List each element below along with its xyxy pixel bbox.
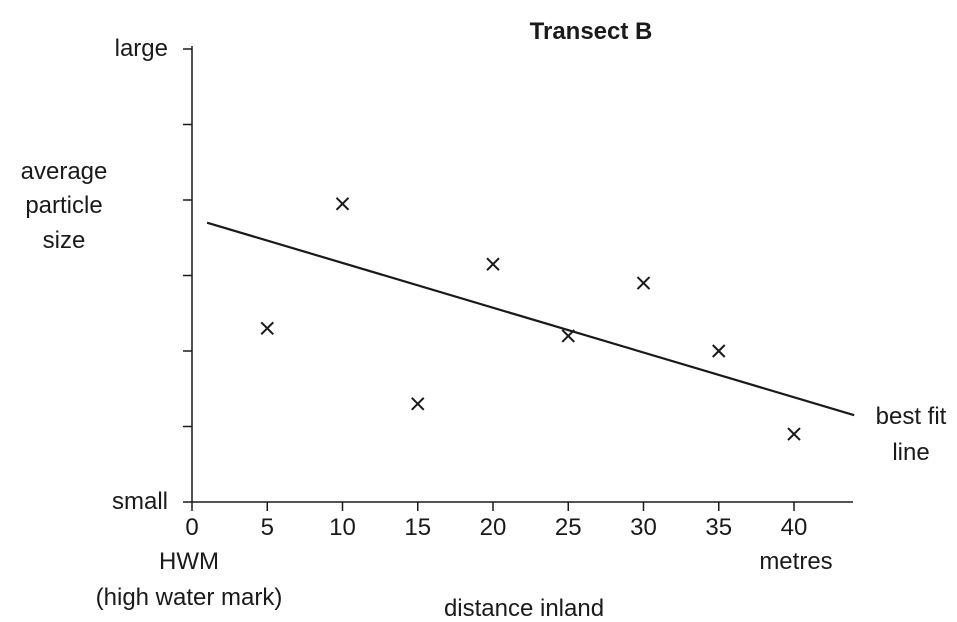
data-points: [260, 197, 801, 441]
data-point-stroke: [260, 321, 274, 336]
x-tick-label: 5: [261, 514, 274, 541]
chart-title: Transect B: [530, 18, 653, 45]
data-point: [260, 321, 274, 336]
x-origin-label-line-1: HWM: [159, 548, 219, 575]
data-point-stroke: [335, 197, 350, 211]
x-unit-label: metres: [759, 548, 832, 575]
x-tick-label: 35: [705, 514, 732, 541]
data-point: [486, 257, 500, 271]
data-point: [561, 329, 575, 343]
x-tick-label: 40: [781, 514, 808, 541]
y-axis-label-line-3: size: [43, 227, 86, 254]
x-axis-label: distance inland: [444, 595, 604, 622]
best-fit-label-line-2: line: [892, 439, 929, 466]
x-tick-label: 20: [480, 514, 507, 541]
data-point: [636, 276, 651, 290]
data-point-stroke: [712, 344, 726, 358]
data-point: [411, 397, 425, 411]
best-fit-line-group: [206, 221, 855, 417]
x-origin-label-line-2: (high water mark): [96, 584, 283, 611]
best-fit-label-line-1: best fit: [876, 403, 947, 430]
y-axis-label-line-1: average: [21, 158, 108, 185]
data-point: [712, 344, 726, 358]
axes: [191, 46, 853, 503]
data-point-stroke: [486, 257, 500, 271]
data-point-stroke: [561, 329, 575, 343]
axis-ticks: 0 5 10 15 20 25 30 35 40: [183, 48, 808, 541]
x-tick-label: 10: [329, 514, 356, 541]
x-tick-label: 25: [555, 514, 582, 541]
y-bottom-label: small: [112, 488, 168, 515]
data-point-stroke: [411, 397, 425, 411]
y-axis-label-line-2: particle: [25, 192, 102, 219]
x-tick-label: 0: [185, 514, 198, 541]
y-top-label: large: [115, 35, 168, 62]
data-point-stroke: [787, 427, 801, 441]
best-fit-line: [206, 221, 855, 417]
x-tick-label: 15: [404, 514, 431, 541]
data-point: [787, 427, 801, 441]
data-point-stroke: [636, 276, 651, 290]
data-point: [335, 197, 350, 211]
x-tick-label: 30: [630, 514, 657, 541]
